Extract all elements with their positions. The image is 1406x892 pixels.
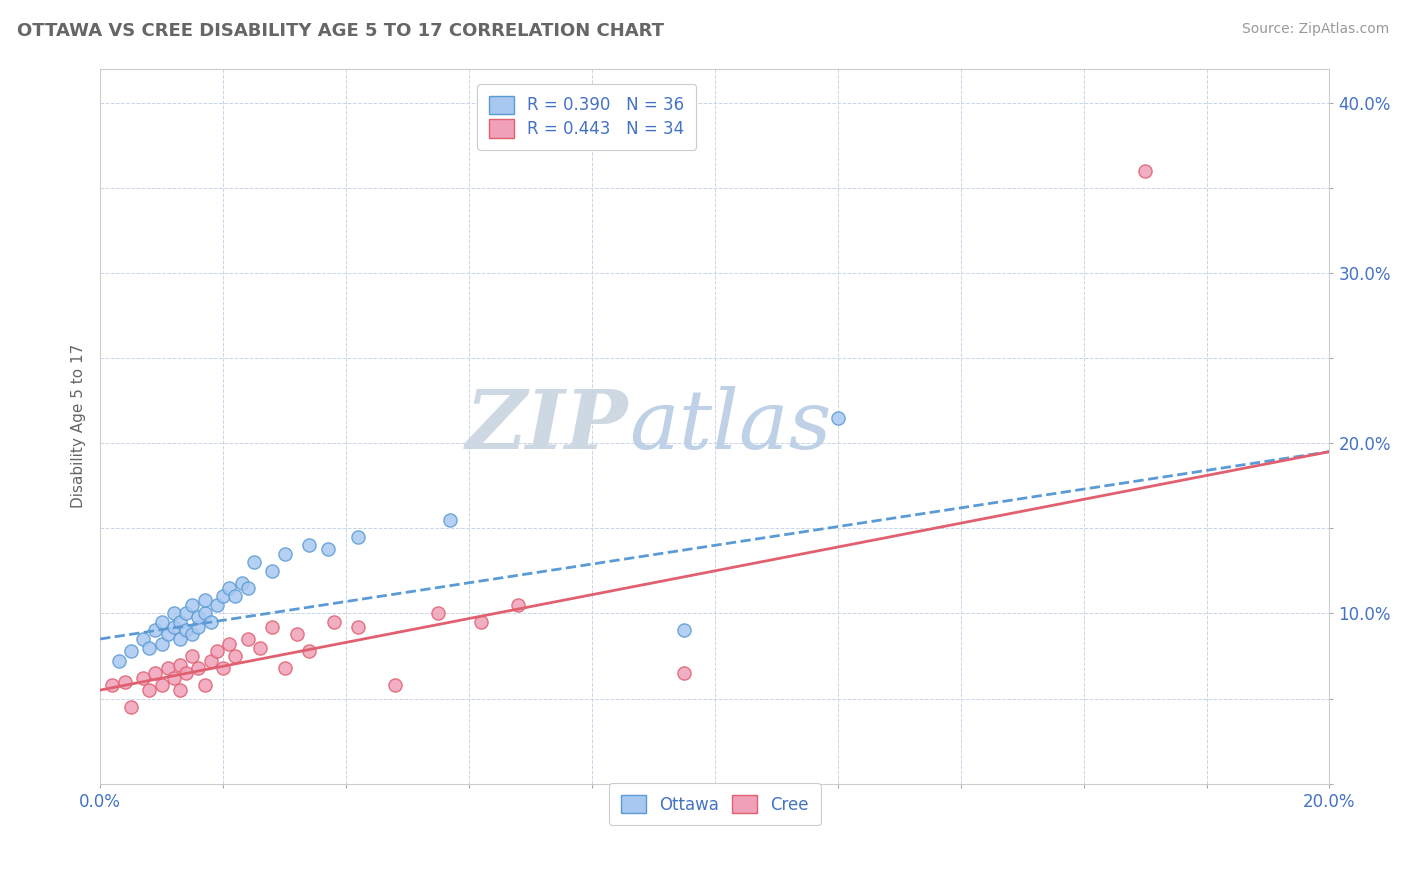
Point — [150, 637, 173, 651]
Point — [673, 666, 696, 681]
Point — [673, 624, 696, 638]
Point — [156, 627, 179, 641]
Point — [243, 555, 266, 569]
Point — [298, 538, 321, 552]
Point — [187, 620, 209, 634]
Text: Source: ZipAtlas.com: Source: ZipAtlas.com — [1241, 22, 1389, 37]
Point — [163, 620, 186, 634]
Point — [298, 644, 321, 658]
Point — [145, 624, 167, 638]
Point — [187, 661, 209, 675]
Text: ZIP: ZIP — [467, 386, 628, 467]
Point — [231, 575, 253, 590]
Point — [169, 657, 191, 672]
Point — [120, 700, 142, 714]
Point — [273, 547, 295, 561]
Point — [181, 627, 204, 641]
Text: atlas: atlas — [628, 386, 831, 467]
Point — [194, 592, 217, 607]
Point — [169, 615, 191, 629]
Point — [262, 564, 284, 578]
Point — [236, 581, 259, 595]
Point — [101, 678, 124, 692]
Point — [169, 683, 191, 698]
Point — [205, 598, 228, 612]
Point — [174, 666, 197, 681]
Point — [200, 654, 222, 668]
Point — [138, 640, 160, 655]
Point — [174, 607, 197, 621]
Point — [194, 607, 217, 621]
Point — [132, 671, 155, 685]
Y-axis label: Disability Age 5 to 17: Disability Age 5 to 17 — [72, 344, 86, 508]
Point — [114, 674, 136, 689]
Point — [322, 615, 344, 629]
Point — [273, 661, 295, 675]
Point — [212, 590, 235, 604]
Point — [224, 648, 246, 663]
Point — [218, 581, 240, 595]
Point — [174, 624, 197, 638]
Point — [120, 644, 142, 658]
Point — [205, 644, 228, 658]
Point — [107, 654, 129, 668]
Legend: Ottawa, Cree: Ottawa, Cree — [609, 783, 821, 825]
Point — [132, 632, 155, 646]
Point — [427, 607, 450, 621]
Point — [384, 678, 406, 692]
Point — [316, 541, 339, 556]
Point — [163, 671, 186, 685]
Point — [470, 615, 492, 629]
Point — [827, 410, 849, 425]
Point — [249, 640, 271, 655]
Point — [194, 678, 217, 692]
Point — [1133, 163, 1156, 178]
Point — [506, 598, 529, 612]
Point — [262, 620, 284, 634]
Point — [236, 632, 259, 646]
Point — [138, 683, 160, 698]
Point — [150, 678, 173, 692]
Point — [224, 590, 246, 604]
Point — [212, 661, 235, 675]
Point — [439, 513, 461, 527]
Point — [150, 615, 173, 629]
Point — [218, 637, 240, 651]
Point — [187, 610, 209, 624]
Point — [347, 530, 370, 544]
Point — [145, 666, 167, 681]
Point — [347, 620, 370, 634]
Point — [163, 607, 186, 621]
Text: OTTAWA VS CREE DISABILITY AGE 5 TO 17 CORRELATION CHART: OTTAWA VS CREE DISABILITY AGE 5 TO 17 CO… — [17, 22, 664, 40]
Point — [181, 648, 204, 663]
Point — [181, 598, 204, 612]
Point — [156, 661, 179, 675]
Point — [200, 615, 222, 629]
Point — [285, 627, 308, 641]
Point — [169, 632, 191, 646]
